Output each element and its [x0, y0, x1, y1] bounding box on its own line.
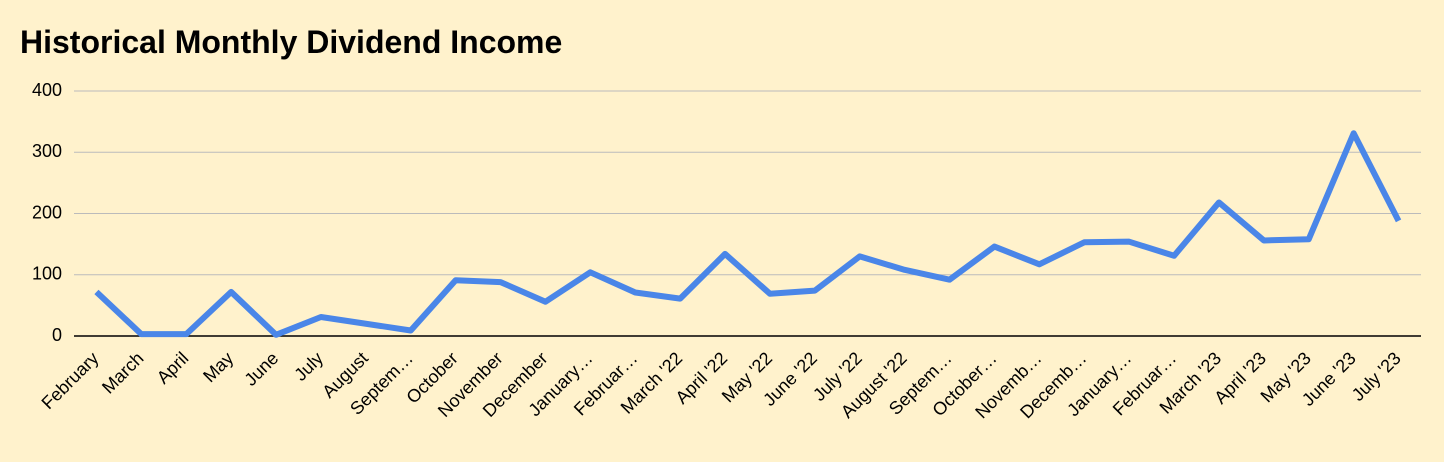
- y-tick-label: 100: [32, 264, 62, 284]
- data-line: [94, 130, 1402, 338]
- y-tick-label: 400: [32, 80, 62, 100]
- chart-title: Historical Monthly Dividend Income: [20, 24, 562, 60]
- y-tick-label: 0: [52, 325, 62, 345]
- y-tick-label: 300: [32, 141, 62, 161]
- y-tick-label: 200: [32, 202, 62, 222]
